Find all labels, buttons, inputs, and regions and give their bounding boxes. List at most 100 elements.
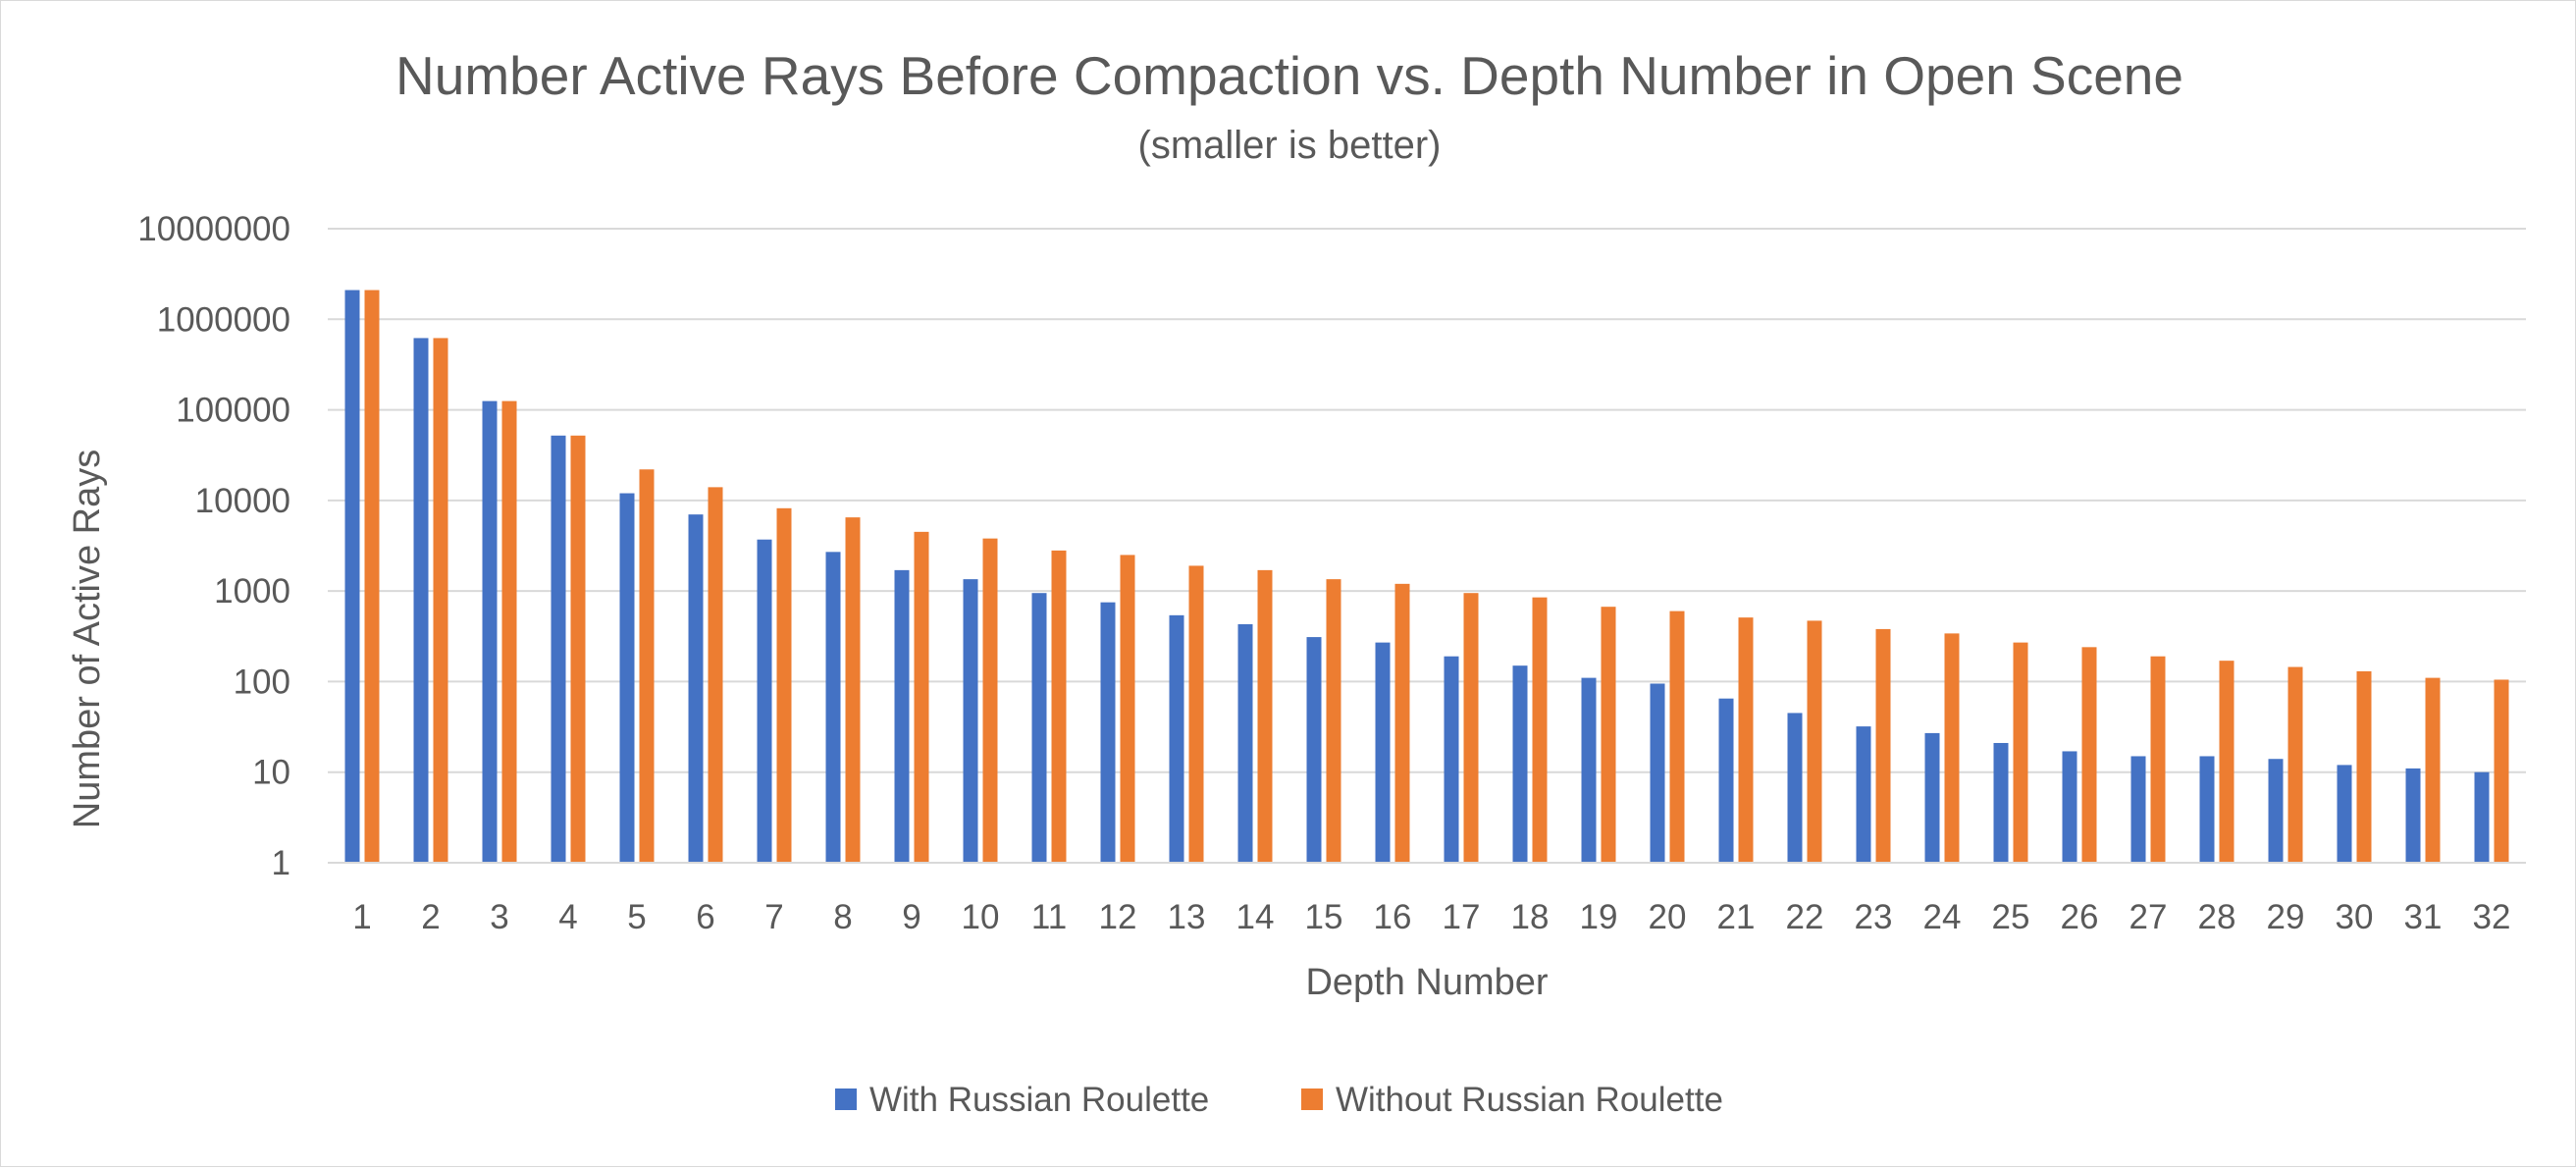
y-tick-label: 10000000 bbox=[137, 210, 290, 248]
x-tick-label: 31 bbox=[2404, 898, 2443, 936]
bar-series-2-depth-18 bbox=[1532, 597, 1548, 863]
bar-series-1-depth-18 bbox=[1512, 665, 1528, 863]
bar-series-2-depth-2 bbox=[433, 338, 448, 863]
x-axis-title: Depth Number bbox=[1305, 962, 1548, 1003]
bar-series-2-depth-17 bbox=[1463, 593, 1479, 863]
y-tick-label: 1000 bbox=[214, 572, 290, 611]
bar-series-2-depth-3 bbox=[501, 400, 517, 863]
bar-series-2-depth-30 bbox=[2356, 670, 2372, 863]
bar-series-2-depth-29 bbox=[2287, 666, 2303, 863]
y-tick-label: 100 bbox=[234, 663, 290, 701]
bar-series-1-depth-24 bbox=[1924, 732, 1940, 863]
x-tick-label: 9 bbox=[902, 898, 920, 936]
y-tick-label: 10 bbox=[252, 754, 290, 792]
bar-series-2-depth-23 bbox=[1875, 628, 1891, 863]
chart-title: Number Active Rays Before Compaction vs.… bbox=[395, 45, 2183, 106]
y-tick-label: 1 bbox=[272, 844, 290, 882]
y-axis-ticks: 1 10 100 1000 10000 100000 1000000 10000000 bbox=[137, 210, 290, 882]
x-tick-label: 29 bbox=[2267, 898, 2305, 936]
bar-series-2-depth-15 bbox=[1326, 579, 1341, 863]
bar-series-2-depth-8 bbox=[845, 517, 861, 863]
bar-series-1-depth-29 bbox=[2268, 759, 2284, 863]
x-tick-label: 15 bbox=[1305, 898, 1343, 936]
x-tick-label: 16 bbox=[1374, 898, 1412, 936]
bar-series-2-depth-12 bbox=[1120, 555, 1135, 863]
bar-series-1-depth-23 bbox=[1856, 726, 1871, 863]
y-axis-title: Number of Active Rays bbox=[67, 450, 108, 828]
y-tick-label: 1000000 bbox=[157, 300, 290, 339]
bar-series-1-depth-12 bbox=[1100, 602, 1116, 863]
x-tick-label: 32 bbox=[2473, 898, 2511, 936]
bar-series-2-depth-19 bbox=[1601, 607, 1616, 863]
x-tick-label: 2 bbox=[421, 898, 440, 936]
bar-series-1-depth-19 bbox=[1581, 677, 1597, 863]
x-tick-label: 18 bbox=[1511, 898, 1550, 936]
bar-series-2-depth-4 bbox=[570, 435, 586, 863]
legend-swatch-series-2 bbox=[1301, 1088, 1323, 1110]
x-tick-label: 1 bbox=[352, 898, 371, 936]
bar-series-2-depth-26 bbox=[2081, 647, 2097, 863]
x-tick-label: 17 bbox=[1443, 898, 1481, 936]
bar-series-2-depth-11 bbox=[1051, 550, 1067, 863]
x-tick-label: 24 bbox=[1923, 898, 1962, 936]
bar-series-2-depth-32 bbox=[2494, 679, 2509, 863]
bar-series-1-depth-30 bbox=[2337, 765, 2352, 863]
bar-series-1-depth-14 bbox=[1237, 623, 1253, 863]
y-tick-label: 100000 bbox=[176, 392, 290, 430]
bar-series-2-depth-31 bbox=[2425, 677, 2441, 863]
bar-series-1-depth-4 bbox=[551, 435, 566, 863]
bar-series-1-depth-2 bbox=[413, 338, 429, 863]
bar-series-1-depth-10 bbox=[963, 579, 978, 863]
bar-series-1-depth-22 bbox=[1787, 713, 1803, 863]
gridlines bbox=[328, 228, 2526, 773]
legend: With Russian Roulette Without Russian Rou… bbox=[835, 1081, 1723, 1119]
bar-series-2-depth-10 bbox=[982, 538, 998, 863]
x-tick-label: 8 bbox=[833, 898, 852, 936]
x-tick-label: 12 bbox=[1099, 898, 1137, 936]
x-tick-label: 13 bbox=[1168, 898, 1206, 936]
x-tick-label: 28 bbox=[2198, 898, 2236, 936]
bar-series-1-depth-32 bbox=[2474, 771, 2490, 863]
bars bbox=[344, 290, 2509, 864]
bar-series-1-depth-20 bbox=[1650, 683, 1665, 863]
bar-series-1-depth-28 bbox=[2199, 756, 2215, 863]
bar-series-2-depth-5 bbox=[639, 469, 655, 863]
bar-series-1-depth-3 bbox=[482, 400, 498, 863]
x-tick-label: 20 bbox=[1649, 898, 1687, 936]
bar-series-2-depth-6 bbox=[708, 487, 723, 863]
bar-series-1-depth-13 bbox=[1169, 614, 1184, 863]
x-tick-label: 30 bbox=[2336, 898, 2374, 936]
bar-series-2-depth-16 bbox=[1394, 583, 1410, 863]
x-tick-label: 7 bbox=[764, 898, 783, 936]
x-tick-label: 10 bbox=[962, 898, 1000, 936]
bar-series-2-depth-27 bbox=[2150, 656, 2166, 863]
bar-series-2-depth-14 bbox=[1257, 569, 1273, 863]
x-tick-label: 21 bbox=[1717, 898, 1756, 936]
bar-series-1-depth-7 bbox=[757, 539, 772, 863]
bar-series-2-depth-13 bbox=[1188, 565, 1204, 863]
x-tick-label: 27 bbox=[2129, 898, 2168, 936]
bar-series-1-depth-17 bbox=[1444, 656, 1459, 863]
x-tick-label: 3 bbox=[490, 898, 508, 936]
bar-series-2-depth-1 bbox=[364, 290, 380, 864]
bar-series-2-depth-28 bbox=[2219, 661, 2234, 863]
bar-series-2-depth-24 bbox=[1944, 633, 1960, 863]
bar-series-1-depth-1 bbox=[344, 290, 360, 864]
x-tick-label: 5 bbox=[627, 898, 646, 936]
bar-series-2-depth-20 bbox=[1669, 611, 1685, 863]
x-tick-label: 22 bbox=[1786, 898, 1824, 936]
x-tick-label: 14 bbox=[1236, 898, 1275, 936]
chart-subtitle: (smaller is better) bbox=[1138, 124, 1442, 167]
x-tick-label: 6 bbox=[696, 898, 714, 936]
bar-series-2-depth-22 bbox=[1807, 620, 1822, 863]
bar-series-1-depth-6 bbox=[688, 514, 704, 863]
bar-series-1-depth-21 bbox=[1718, 698, 1734, 863]
x-tick-label: 11 bbox=[1031, 898, 1067, 936]
x-tick-label: 23 bbox=[1855, 898, 1893, 936]
bar-series-1-depth-27 bbox=[2130, 756, 2146, 863]
x-tick-label: 26 bbox=[2061, 898, 2099, 936]
bar-series-1-depth-9 bbox=[894, 569, 910, 863]
legend-label-series-2: Without Russian Roulette bbox=[1336, 1081, 1723, 1119]
